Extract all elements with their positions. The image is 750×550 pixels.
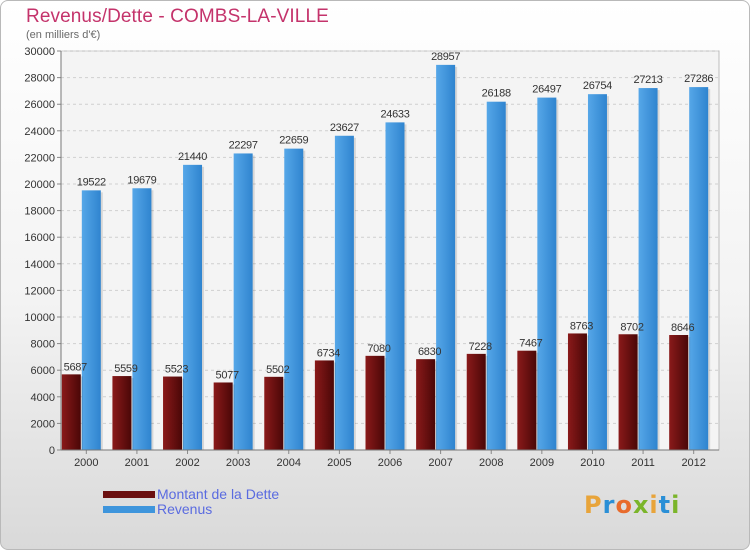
bar-revenue-2010 xyxy=(587,94,607,450)
y-tick-label: 30000 xyxy=(24,46,55,58)
data-label-revenue-2010: 26754 xyxy=(583,80,612,92)
bar-debt-2005 xyxy=(314,360,334,450)
logo-letter: i xyxy=(671,491,681,519)
x-tick-label-2007: 2007 xyxy=(428,457,452,469)
logo-letter: P xyxy=(584,491,603,519)
y-tick-label: 28000 xyxy=(24,73,55,85)
y-tick-label: 22000 xyxy=(24,152,55,164)
logo-letter: o xyxy=(615,491,633,519)
y-tick-label: 12000 xyxy=(24,285,55,297)
bar-revenue-2006 xyxy=(385,122,405,450)
x-tick-label-2010: 2010 xyxy=(580,457,604,469)
logo-letter: r xyxy=(602,491,616,519)
bar-revenue-2004 xyxy=(284,148,304,450)
data-label-debt-2007: 6830 xyxy=(418,346,441,358)
bar-debt-2001 xyxy=(112,376,132,450)
legend-swatch-revenue xyxy=(103,506,155,513)
data-label-revenue-2000: 19522 xyxy=(77,176,106,188)
legend-label-debt: Montant de la Dette xyxy=(157,486,280,502)
bar-revenue-2001 xyxy=(132,188,152,451)
bar-debt-2007 xyxy=(416,359,436,450)
x-tick-label-2011: 2011 xyxy=(631,457,655,469)
x-tick-label-2002: 2002 xyxy=(175,457,199,469)
data-label-revenue-2008: 26188 xyxy=(482,88,511,100)
data-label-debt-2000: 5687 xyxy=(64,361,87,373)
bar-revenue-2002 xyxy=(183,164,203,450)
x-tick-label-2000: 2000 xyxy=(74,457,98,469)
bar-debt-2003 xyxy=(213,382,233,450)
y-tick-label: 20000 xyxy=(24,179,55,191)
x-tick-label-2001: 2001 xyxy=(125,457,149,469)
data-label-revenue-2012: 27286 xyxy=(684,73,713,85)
data-label-debt-2005: 6734 xyxy=(317,347,340,359)
data-label-debt-2002: 5523 xyxy=(165,364,188,376)
data-label-revenue-2011: 27213 xyxy=(634,74,663,86)
y-tick-label: 2000 xyxy=(31,418,55,430)
y-tick-label: 26000 xyxy=(24,99,55,111)
x-tick-label-2003: 2003 xyxy=(226,457,250,469)
data-label-revenue-2009: 26497 xyxy=(532,84,561,96)
y-tick-label: 6000 xyxy=(31,365,55,377)
y-tick-label: 0 xyxy=(49,445,55,457)
y-tick-label: 4000 xyxy=(31,392,55,404)
data-label-revenue-2005: 23627 xyxy=(330,122,359,134)
data-label-revenue-2007: 28957 xyxy=(431,51,460,63)
bar-debt-2004 xyxy=(264,376,284,450)
x-tick-label-2012: 2012 xyxy=(681,457,705,469)
y-tick-label: 14000 xyxy=(24,259,55,271)
bar-revenue-2003 xyxy=(233,153,253,451)
logo-letter: x xyxy=(632,491,650,519)
bar-revenue-2007 xyxy=(436,64,456,451)
data-label-debt-2003: 5077 xyxy=(216,369,239,381)
data-label-debt-2006: 7080 xyxy=(367,343,390,355)
y-tick-label: 16000 xyxy=(24,232,55,244)
x-tick-label-2004: 2004 xyxy=(277,457,301,469)
y-tick-label: 18000 xyxy=(24,206,55,218)
bar-debt-2002 xyxy=(163,376,183,450)
proxiti-logo: Proxiti xyxy=(584,491,680,519)
x-tick-label-2005: 2005 xyxy=(327,457,351,469)
bar-debt-2008 xyxy=(466,353,486,450)
logo-letter: t xyxy=(658,491,672,519)
data-label-revenue-2003: 22297 xyxy=(229,139,258,151)
data-label-debt-2011: 8702 xyxy=(620,321,643,333)
data-label-revenue-2004: 22659 xyxy=(279,135,308,147)
bar-debt-2011 xyxy=(618,334,638,450)
x-tick-label-2009: 2009 xyxy=(530,457,554,469)
logo-letter: i xyxy=(649,491,659,519)
data-label-debt-2010: 8763 xyxy=(570,320,593,332)
data-label-debt-2012: 8646 xyxy=(671,322,694,334)
x-tick-label-2008: 2008 xyxy=(479,457,503,469)
data-label-debt-2004: 5502 xyxy=(266,364,289,376)
bar-debt-2012 xyxy=(669,335,689,450)
data-label-revenue-2002: 21440 xyxy=(178,151,207,163)
data-label-debt-2001: 5559 xyxy=(114,363,137,375)
y-tick-label: 8000 xyxy=(31,339,55,351)
legend-label-revenue: Revenus xyxy=(157,501,213,517)
x-tick-label-2006: 2006 xyxy=(378,457,402,469)
bar-revenue-2008 xyxy=(486,101,506,451)
legend-swatch-debt xyxy=(103,491,155,498)
bar-debt-2006 xyxy=(365,355,385,450)
bar-debt-2000 xyxy=(61,374,81,450)
data-label-revenue-2001: 19679 xyxy=(127,174,156,186)
bar-debt-2009 xyxy=(517,350,537,450)
chart-subtitle: (en milliers d'€) xyxy=(26,29,101,41)
y-tick-label: 10000 xyxy=(24,312,55,324)
bar-revenue-2009 xyxy=(537,97,557,450)
bar-debt-2010 xyxy=(567,333,587,450)
bar-revenue-2012 xyxy=(689,87,709,451)
bar-revenue-2005 xyxy=(334,135,354,450)
bar-revenue-2000 xyxy=(81,190,101,450)
chart-title: Revenus/Dette - COMBS-LA-VILLE xyxy=(26,6,329,27)
bar-revenue-2011 xyxy=(638,88,658,450)
y-tick-label: 24000 xyxy=(24,126,55,138)
data-label-debt-2008: 7228 xyxy=(469,341,492,353)
data-label-revenue-2006: 24633 xyxy=(380,108,409,120)
data-label-debt-2009: 7467 xyxy=(519,338,542,350)
